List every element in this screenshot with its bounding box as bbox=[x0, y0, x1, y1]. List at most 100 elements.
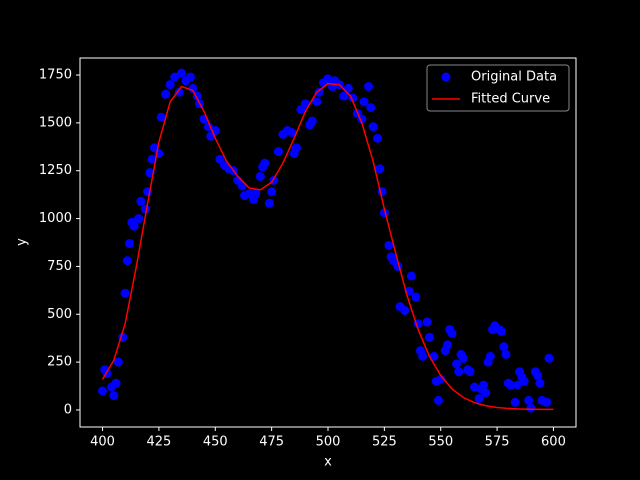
data-point bbox=[147, 154, 157, 164]
data-point bbox=[542, 397, 552, 407]
data-point bbox=[359, 97, 369, 107]
data-point bbox=[264, 198, 274, 208]
data-point bbox=[535, 378, 545, 388]
data-point bbox=[174, 87, 184, 97]
data-point bbox=[499, 342, 509, 352]
data-point bbox=[418, 351, 428, 361]
data-point bbox=[501, 349, 511, 359]
data-point bbox=[129, 221, 139, 231]
data-point bbox=[497, 326, 507, 336]
axes-frame bbox=[79, 57, 577, 428]
legend-marker bbox=[441, 72, 451, 82]
data-point bbox=[98, 386, 108, 396]
data-point bbox=[125, 238, 135, 248]
x-tick-label: 425 bbox=[146, 435, 171, 450]
data-point bbox=[481, 388, 491, 398]
data-point bbox=[185, 72, 195, 82]
data-point bbox=[366, 103, 376, 113]
data-point bbox=[526, 403, 536, 413]
data-point bbox=[400, 305, 410, 315]
data-point bbox=[479, 380, 489, 390]
legend-label: Fitted Curve bbox=[471, 92, 550, 107]
y-tick-label: 1000 bbox=[39, 211, 72, 226]
x-tick-label: 575 bbox=[485, 435, 510, 450]
data-point bbox=[452, 359, 462, 369]
data-point bbox=[512, 380, 522, 390]
y-tick-label: 250 bbox=[47, 355, 72, 370]
y-tick-label: 1500 bbox=[39, 115, 72, 130]
data-point bbox=[454, 367, 464, 377]
data-point bbox=[273, 147, 283, 157]
data-point bbox=[165, 80, 175, 90]
data-point bbox=[524, 395, 534, 405]
y-axis-label: y bbox=[15, 238, 30, 246]
data-point bbox=[406, 271, 416, 281]
data-point bbox=[519, 376, 529, 386]
x-tick-label: 500 bbox=[316, 435, 341, 450]
data-point bbox=[447, 328, 457, 338]
data-point bbox=[373, 133, 383, 143]
y-tick-label: 1250 bbox=[39, 163, 72, 178]
data-point bbox=[339, 91, 349, 101]
data-point bbox=[122, 256, 132, 266]
data-point bbox=[176, 68, 186, 78]
data-point bbox=[424, 332, 434, 342]
data-point bbox=[368, 122, 378, 132]
data-point bbox=[291, 143, 301, 153]
data-point bbox=[323, 74, 333, 84]
data-point bbox=[422, 317, 432, 327]
data-point bbox=[470, 382, 480, 392]
legend-label: Original Data bbox=[471, 70, 557, 85]
data-point bbox=[260, 158, 270, 168]
plot-area bbox=[98, 68, 554, 413]
x-tick-label: 550 bbox=[428, 435, 453, 450]
data-point bbox=[485, 351, 495, 361]
y-tick-label: 0 bbox=[64, 402, 72, 417]
data-point bbox=[429, 351, 439, 361]
data-point bbox=[109, 391, 119, 401]
data-point bbox=[375, 164, 385, 174]
data-point bbox=[251, 189, 261, 199]
data-point bbox=[300, 99, 310, 109]
data-point bbox=[255, 171, 265, 181]
data-point bbox=[287, 127, 297, 137]
data-point bbox=[136, 196, 146, 206]
x-tick-label: 475 bbox=[259, 435, 284, 450]
data-point bbox=[307, 116, 317, 126]
data-point bbox=[533, 371, 543, 381]
data-point bbox=[170, 72, 180, 82]
data-point bbox=[314, 87, 324, 97]
legend-box bbox=[426, 64, 570, 112]
x-tick-label: 400 bbox=[90, 435, 115, 450]
x-tick-label: 600 bbox=[541, 435, 566, 450]
data-point bbox=[120, 288, 130, 298]
data-point bbox=[237, 181, 247, 191]
data-point bbox=[474, 393, 484, 403]
data-point bbox=[433, 395, 443, 405]
data-point bbox=[111, 378, 121, 388]
fitted-line bbox=[101, 82, 554, 411]
y-tick-label: 1750 bbox=[39, 68, 72, 83]
x-axis-label: x bbox=[324, 455, 332, 470]
data-point bbox=[156, 112, 166, 122]
data-point bbox=[458, 353, 468, 363]
data-point bbox=[510, 397, 520, 407]
data-point bbox=[442, 340, 452, 350]
data-point bbox=[188, 83, 198, 93]
y-tick-label: 500 bbox=[47, 307, 72, 322]
data-point bbox=[411, 292, 421, 302]
data-point bbox=[364, 82, 374, 92]
x-tick-label: 525 bbox=[372, 435, 397, 450]
data-point bbox=[544, 353, 554, 363]
data-point bbox=[312, 97, 322, 107]
x-tick-label: 450 bbox=[203, 435, 228, 450]
y-tick-label: 750 bbox=[47, 259, 72, 274]
data-point bbox=[134, 214, 144, 224]
data-point bbox=[465, 367, 475, 377]
data-point bbox=[113, 357, 123, 367]
data-point bbox=[506, 380, 516, 390]
data-point bbox=[384, 240, 394, 250]
data-point bbox=[161, 89, 171, 99]
